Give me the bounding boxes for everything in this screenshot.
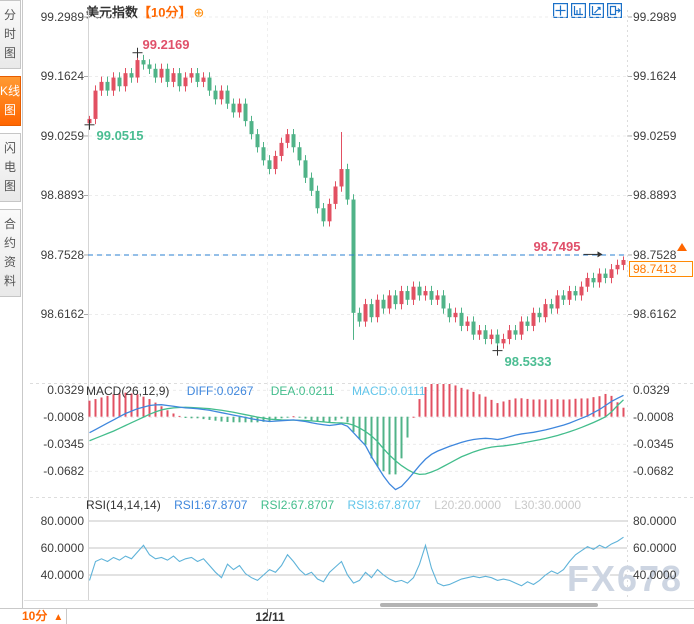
timeframe-selector-button[interactable]: 10分 ▲ [0, 609, 67, 624]
rsi-axis-label-right: 60.0000 [633, 541, 677, 555]
price-axis-label-left: 99.2989 [40, 10, 84, 24]
time-axis-bar: 10分 ▲ 12/11 [0, 608, 694, 624]
price-axis-label-right: 98.6162 [633, 307, 677, 322]
rsi-header-row: RSI(14,14,14) RSI1:67.8707 RSI2:67.8707 … [86, 498, 595, 512]
price-axis-label-left: 99.0259 [40, 128, 84, 143]
price-axis-label-right: 99.0259 [633, 128, 677, 143]
rsi-axis-label-right: 80.0000 [633, 514, 677, 528]
rsi1-value: RSI1:67.8707 [174, 498, 248, 512]
timeframe-label: 【10分】 [138, 5, 192, 20]
horizontal-scrollbar-thumb[interactable] [380, 603, 598, 607]
macd-axis-label-left: 0.0329 [47, 383, 84, 398]
instrument-title: 美元指数 [86, 5, 139, 20]
price-annotation-99.2169: 99.2169 [142, 36, 190, 52]
rsi-axis-label-left: 80.0000 [40, 514, 84, 528]
date-label: 12/11 [255, 610, 285, 624]
price-axis-label-left: 98.6162 [40, 307, 84, 322]
macd-axis-label-right: 0.0329 [633, 383, 670, 398]
chart-title-row: 美元指数【10分】 ⊕ [86, 2, 205, 20]
sidebar-tab-2[interactable]: K线图 [0, 76, 21, 126]
rsi-axis-label-right: 40.0000 [633, 568, 677, 582]
price-annotation-98.7495: 98.7495 [533, 239, 581, 255]
rsi2-value: RSI2:67.8707 [260, 498, 335, 512]
rsi-panel-area[interactable] [88, 512, 627, 600]
main-price-chart-area[interactable] [88, 10, 627, 376]
timeframe-up-arrow-icon: ▲ [53, 612, 64, 623]
sidebar-tab-3[interactable]: 闪电图 [0, 133, 21, 202]
macd-params-label: MACD(26,12,9) [86, 384, 170, 398]
macd-axis-label-right: -0.0008 [633, 410, 674, 425]
rsi-l30-value: L30:30.0000 [514, 498, 582, 512]
expand-icon[interactable]: ⊕ [193, 5, 205, 20]
rsi3-value: RSI3:67.8707 [347, 498, 421, 512]
price-axis-label-left: 98.7528 [40, 247, 84, 262]
price-axis-label-right: 98.7528 [633, 247, 677, 262]
rsi-params-label: RSI(14,14,14) [86, 498, 161, 512]
price-axis-label-left: 98.8893 [40, 188, 84, 203]
rsi-l20-value: L20:20.0000 [434, 498, 501, 512]
macd-axis-label-left: -0.0345 [43, 437, 84, 452]
macd-diff-value: DIFF:0.0267 [186, 384, 254, 398]
macd-axis-label-left: -0.0008 [43, 410, 84, 425]
price-axis-label-right: 99.2989 [633, 10, 677, 24]
macd-axis-label-left: -0.0682 [43, 464, 84, 479]
macd-panel-area[interactable] [88, 384, 627, 496]
rsi-axis-label-left: 60.0000 [40, 541, 84, 555]
timeframe-selector-label: 10分 [22, 609, 48, 623]
sidebar-tab-1[interactable]: 分时图 [0, 0, 21, 69]
price-axis-label-left: 99.1624 [40, 69, 84, 84]
price-annotation-99.0515: 99.0515 [96, 127, 144, 143]
macd-macd-value: MACD:0.0111 [351, 384, 426, 398]
macd-axis-label-right: -0.0345 [633, 437, 674, 452]
price-axis-label-right: 99.1624 [633, 69, 677, 84]
chart-type-sidebar: 分时图 K线图闪电图合约资料 [0, 0, 23, 608]
price-axis-label-right: 98.8893 [633, 188, 677, 203]
price-annotation-98.5333: 98.5333 [504, 353, 552, 369]
current-price-tag: 98.7413 [629, 261, 693, 277]
macd-header-row: MACD(26,12,9) DIFF:0.0267 DEA:0.0211 MAC… [86, 384, 440, 398]
date-tick-mark [267, 609, 268, 613]
sidebar-tab-4[interactable]: 合约资料 [0, 209, 21, 297]
macd-dea-value: DEA:0.0211 [270, 384, 335, 398]
macd-axis-label-right: -0.0682 [633, 464, 674, 479]
rsi-axis-label-left: 40.0000 [40, 568, 84, 582]
